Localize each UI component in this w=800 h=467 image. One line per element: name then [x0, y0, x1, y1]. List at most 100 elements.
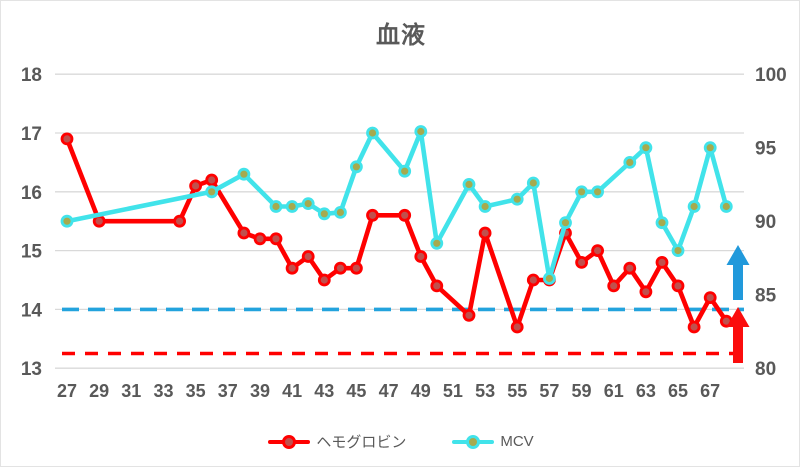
x-axis-tick-61: 61	[604, 381, 624, 401]
left-axis-tick-14: 14	[21, 300, 43, 321]
data-point-hemoglobin-44	[333, 261, 347, 275]
data-point-mcv-41	[285, 200, 299, 213]
data-point-hemoglobin-55	[510, 320, 524, 334]
x-axis-tick-31: 31	[121, 381, 141, 401]
data-point-hemoglobin-46	[366, 208, 379, 222]
data-point-hemoglobin-59	[575, 255, 588, 269]
data-point-mcv-45	[349, 160, 363, 174]
data-point-hemoglobin-67	[703, 291, 717, 305]
x-axis-tick-57: 57	[539, 381, 559, 401]
data-point-hemoglobin-42	[301, 250, 315, 263]
x-axis-tick-67: 67	[700, 381, 720, 401]
data-point-mcv-55	[510, 192, 524, 206]
data-point-mcv-46	[366, 126, 379, 140]
left-axis-tick-15: 15	[21, 242, 43, 263]
x-axis-tick-29: 29	[89, 381, 109, 401]
data-point-mcv-42	[301, 197, 315, 211]
legend-swatch-hemoglobin	[268, 434, 311, 449]
x-axis-tick-41: 41	[282, 381, 302, 401]
data-point-mcv-36	[205, 185, 219, 199]
x-axis-tick-33: 33	[153, 381, 173, 401]
right-axis-tick-85: 85	[755, 286, 777, 307]
data-point-hemoglobin-40	[269, 232, 283, 246]
data-point-hemoglobin-64	[655, 255, 669, 269]
data-point-hemoglobin-49	[414, 250, 428, 263]
data-point-mcv-53	[478, 200, 492, 213]
blue-up-arrow	[726, 245, 750, 300]
legend-label-hemoglobin: ヘモグロビン	[316, 434, 407, 451]
data-point-mcv-66	[687, 200, 701, 213]
data-point-hemoglobin-27	[60, 132, 74, 146]
data-point-mcv-65	[671, 244, 685, 258]
right-axis-tick-95: 95	[755, 139, 777, 160]
right-axis-tick-80: 80	[755, 359, 776, 380]
x-axis-tick-59: 59	[572, 381, 592, 401]
data-point-hemoglobin-38	[237, 226, 251, 240]
x-axis-tick-47: 47	[379, 381, 399, 401]
data-point-hemoglobin-62	[623, 261, 637, 275]
data-point-hemoglobin-65	[671, 279, 685, 293]
data-point-mcv-50	[430, 236, 444, 250]
x-axis-tick-27: 27	[57, 381, 77, 401]
data-point-hemoglobin-34	[173, 214, 187, 228]
red-up-arrow	[726, 307, 750, 363]
left-axis-tick-18: 18	[21, 65, 42, 86]
data-point-mcv-27	[60, 214, 74, 228]
data-point-hemoglobin-63	[639, 285, 653, 299]
left-axis-tick-17: 17	[21, 124, 42, 145]
legend-item-mcv: MCV	[452, 433, 534, 450]
x-axis-tick-63: 63	[636, 381, 656, 401]
x-axis-tick-49: 49	[411, 381, 431, 401]
data-point-hemoglobin-45	[349, 261, 363, 275]
series-line-mcv	[64, 129, 729, 281]
data-point-mcv-56	[526, 176, 540, 190]
data-point-mcv-44	[333, 205, 347, 219]
data-point-hemoglobin-50	[430, 279, 444, 293]
data-point-mcv-40	[269, 200, 283, 213]
right-axis-tick-100: 100	[755, 65, 787, 86]
legend-swatch-mcv	[452, 434, 495, 449]
x-axis-tick-51: 51	[443, 381, 463, 401]
data-point-hemoglobin-35	[189, 179, 203, 193]
data-point-mcv-57	[543, 272, 556, 285]
data-point-mcv-43	[317, 207, 331, 221]
data-point-hemoglobin-52	[462, 308, 476, 322]
chart-title: 血液	[376, 22, 426, 49]
data-point-mcv-60	[591, 185, 604, 199]
data-point-hemoglobin-43	[317, 273, 331, 287]
data-point-hemoglobin-61	[607, 279, 621, 293]
data-point-mcv-62	[623, 155, 637, 169]
data-point-mcv-38	[237, 167, 251, 181]
x-axis-tick-37: 37	[218, 381, 238, 401]
x-axis-tick-55: 55	[507, 381, 527, 401]
data-point-mcv-67	[703, 141, 717, 155]
x-axis-tick-35: 35	[186, 381, 206, 401]
data-point-hemoglobin-53	[478, 226, 492, 240]
x-axis-tick-65: 65	[668, 381, 688, 401]
data-point-mcv-48	[398, 164, 412, 178]
data-point-mcv-58	[559, 216, 572, 230]
data-point-hemoglobin-56	[526, 273, 540, 287]
legend-label-mcv: MCV	[500, 433, 534, 450]
data-point-hemoglobin-39	[253, 232, 267, 246]
data-point-hemoglobin-60	[591, 244, 604, 258]
x-axis-tick-53: 53	[475, 381, 495, 401]
legend-item-hemoglobin: ヘモグロビン	[268, 431, 406, 452]
right-axis-tick-90: 90	[755, 212, 776, 233]
data-point-hemoglobin-48	[398, 208, 412, 222]
data-point-mcv-59	[575, 185, 588, 199]
left-axis-tick-16: 16	[21, 183, 42, 204]
data-point-mcv-49	[414, 125, 428, 138]
data-point-mcv-68	[719, 200, 733, 213]
data-point-mcv-64	[655, 216, 669, 230]
left-axis-tick-13: 13	[21, 359, 42, 380]
data-point-hemoglobin-36	[205, 173, 219, 187]
chart-legend: ヘモグロビン MCV	[1, 431, 799, 452]
data-point-mcv-52	[462, 177, 476, 191]
x-axis-tick-39: 39	[250, 381, 270, 401]
x-axis-tick-43: 43	[314, 381, 334, 401]
data-point-hemoglobin-66	[687, 320, 701, 334]
data-point-mcv-63	[639, 141, 653, 155]
